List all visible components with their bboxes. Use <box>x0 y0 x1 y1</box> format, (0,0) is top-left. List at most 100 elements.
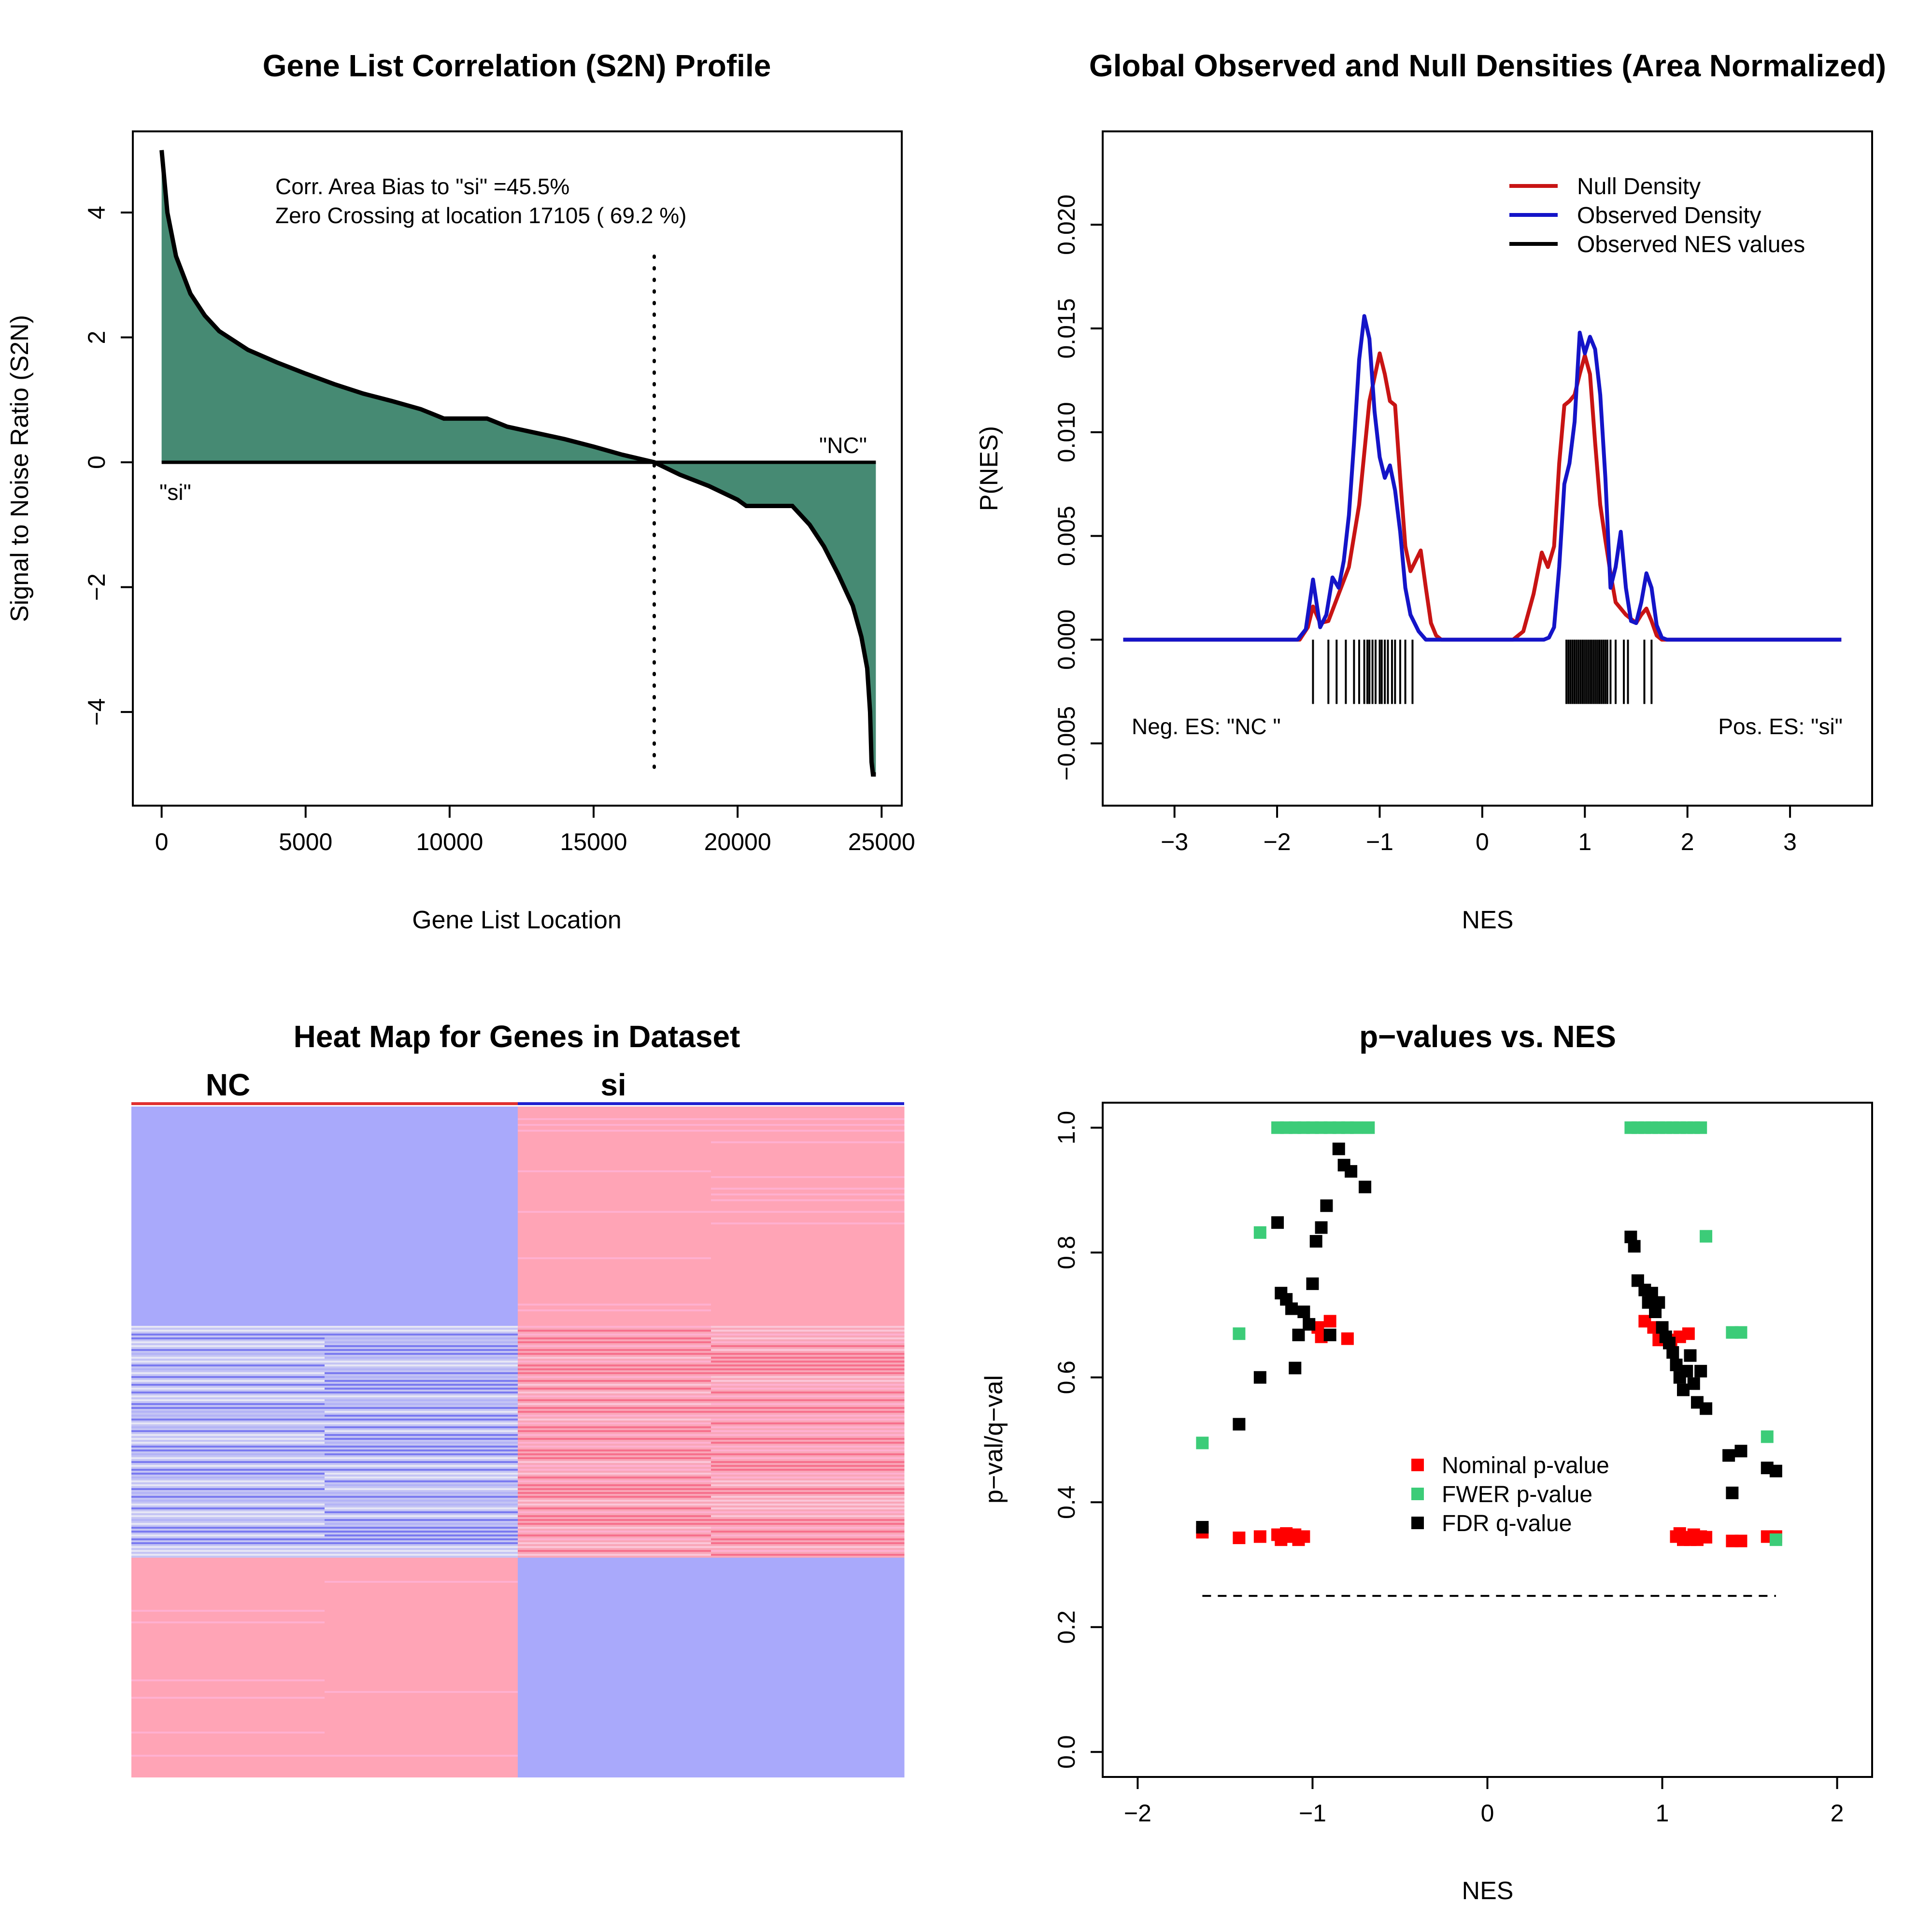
heatmap-row <box>131 1523 325 1525</box>
fdr-q-point <box>1289 1362 1302 1375</box>
heatmap-row <box>131 1453 325 1455</box>
heatmap-row <box>711 1176 905 1178</box>
fdr-q-point <box>1285 1302 1298 1315</box>
heatmap-row <box>131 1461 325 1463</box>
density-xtick-label: 1 <box>1578 828 1591 855</box>
heatmap-row <box>325 1504 518 1506</box>
heatmap-row <box>711 1422 905 1424</box>
heatmap-row <box>131 1507 325 1509</box>
heatmap-row <box>325 1395 518 1397</box>
heatmap-row <box>131 1392 325 1393</box>
heatmap-row <box>325 1376 518 1378</box>
fdr-q-point <box>1320 1199 1333 1212</box>
heatmap-row <box>711 1376 905 1378</box>
fdr-q-point <box>1670 1358 1683 1371</box>
heatmap-row <box>131 1732 325 1733</box>
pvalues-y-axis: 0.0 0.2 0.4 0.6 0.8 1.0 <box>1053 1111 1103 1769</box>
heatmap-row <box>711 1341 905 1343</box>
density-xtick-label: −3 <box>1161 828 1188 855</box>
heatmap-row <box>325 1438 518 1440</box>
fdr-q-point <box>1306 1277 1319 1290</box>
s2n-annotation-zero-crossing: Zero Crossing at location 17105 ( 69.2 %… <box>275 203 686 228</box>
heatmap-row <box>711 1353 905 1355</box>
heatmap-row <box>518 1453 711 1455</box>
heatmap-row <box>325 1430 518 1432</box>
pvalues-ytick-label: 1.0 <box>1053 1111 1080 1145</box>
heatmap-row <box>711 1550 905 1552</box>
heatmap-block <box>518 1107 711 1326</box>
heatmap-row <box>518 1446 711 1448</box>
density-ytick-label: 0.000 <box>1053 610 1080 670</box>
heatmap-row <box>325 1453 518 1455</box>
heatmap-row <box>711 1399 905 1401</box>
heatmap-row <box>711 1434 905 1436</box>
fwer-p-point <box>1761 1430 1774 1443</box>
heatmap-row <box>131 1403 325 1405</box>
heatmap-row <box>518 1376 711 1378</box>
fdr-q-point <box>1700 1402 1713 1415</box>
heatmap-row <box>711 1511 905 1513</box>
s2n-ytick-label: −2 <box>83 573 110 601</box>
fdr-q-point <box>1666 1346 1679 1359</box>
heatmap-row <box>711 1484 905 1486</box>
heatmap-block <box>518 1558 711 1777</box>
heatmap-row <box>518 1422 711 1424</box>
s2n-xtick-label: 0 <box>155 828 169 855</box>
heatmap-row <box>711 1430 905 1432</box>
heatmap-row <box>518 1473 711 1475</box>
heatmap-row <box>131 1364 325 1366</box>
heatmap-row <box>325 1511 518 1513</box>
heatmap-row <box>131 1480 325 1482</box>
heatmap-row <box>518 1465 711 1467</box>
heatmap-row <box>325 1357 518 1359</box>
heatmap-row <box>325 1496 518 1498</box>
heatmap-row <box>518 1457 711 1459</box>
legend-swatch-nominal <box>1411 1459 1424 1471</box>
heatmap-row <box>325 1345 518 1347</box>
heatmap-row <box>131 1407 325 1409</box>
heatmap-row <box>518 1124 711 1126</box>
fdr-q-point <box>1359 1180 1372 1193</box>
heatmap-grid <box>131 1102 905 1777</box>
heatmap-row <box>131 1697 325 1699</box>
heatmap-row <box>518 1361 711 1363</box>
heatmap-row <box>711 1141 905 1143</box>
heatmap-row <box>131 1388 325 1390</box>
nominal-p-point <box>1700 1531 1713 1544</box>
heatmap-row <box>325 1523 518 1525</box>
heatmap-row <box>711 1384 905 1386</box>
heatmap-row <box>325 1392 518 1393</box>
heatmap-row <box>711 1193 905 1195</box>
fwer-p-point <box>1734 1326 1747 1339</box>
heatmap-row <box>711 1446 905 1448</box>
heatmap-row <box>325 1384 518 1386</box>
fdr-q-point <box>1722 1449 1735 1462</box>
heatmap-row <box>518 1337 711 1339</box>
heatmap-row <box>518 1550 711 1552</box>
heatmap-row <box>711 1488 905 1490</box>
density-annotation-neg: Neg. ES: "NC " <box>1132 714 1281 739</box>
nominal-p-point <box>1682 1327 1695 1340</box>
density-ytick-label: 0.005 <box>1053 506 1080 566</box>
heatmap-row <box>518 1449 711 1451</box>
heatmap-row <box>711 1403 905 1405</box>
heatmap-row <box>518 1527 711 1529</box>
pvalues-xtick-label: −2 <box>1124 1800 1151 1827</box>
heatmap-row <box>518 1511 711 1513</box>
fwer-p-point <box>1350 1121 1363 1134</box>
fdr-q-point <box>1769 1464 1782 1477</box>
heatmap-row <box>325 1534 518 1536</box>
heatmap-row <box>131 1484 325 1486</box>
pvalues-xtick-label: 0 <box>1481 1800 1494 1827</box>
heatmap-row <box>711 1523 905 1525</box>
heatmap-row <box>518 1368 711 1370</box>
heatmap-block <box>325 1558 518 1777</box>
heatmap-row <box>131 1477 325 1478</box>
heatmap-row <box>131 1538 325 1540</box>
density-annotation-pos: Pos. ES: "si" <box>1718 714 1843 739</box>
heatmap-row <box>711 1538 905 1540</box>
heatmap-block <box>711 1107 905 1326</box>
heatmap-row <box>325 1554 518 1556</box>
heatmap-row <box>518 1388 711 1390</box>
s2n-pos-label: "si" <box>159 480 191 505</box>
